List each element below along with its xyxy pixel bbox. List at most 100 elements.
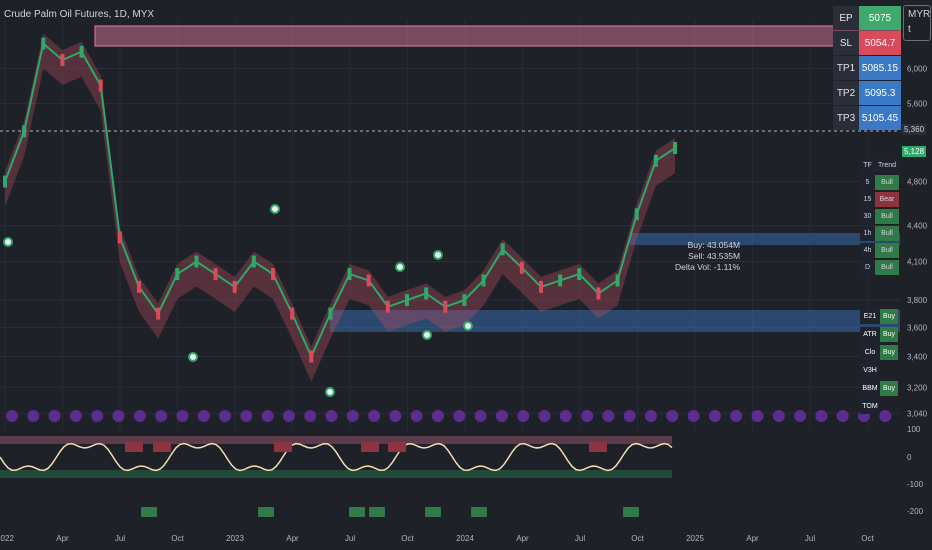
- bull-badge: [369, 507, 385, 517]
- candle: [156, 307, 161, 320]
- y-axis: 6,000 5,600 4,800 4,400 4,100 3,800 3,600 3,400…: [907, 64, 928, 418]
- bull-badge: [349, 507, 365, 517]
- trend-tf: D: [864, 264, 871, 271]
- session-marker: [581, 410, 594, 422]
- candle: [385, 300, 390, 313]
- trend-header-tf: TF: [863, 162, 872, 169]
- trend-table: TF Trend 5 Bull 15 Bear 30 Bull 1h Bull 4h Bul…: [860, 158, 899, 277]
- tp3-key: TP3: [833, 106, 859, 130]
- session-marker: [6, 410, 18, 422]
- trend-value: Bull: [875, 226, 899, 241]
- candle: [424, 287, 429, 300]
- tp3-row: TP3 5105.45: [833, 106, 901, 130]
- candle: [3, 175, 7, 188]
- trend-row: 15 Bear: [860, 192, 899, 207]
- y-tick-label: 3,600: [907, 324, 928, 333]
- x-tick-label: 2025: [686, 534, 704, 543]
- session-marker: [836, 410, 849, 422]
- trend-value: Bear: [875, 192, 899, 207]
- candle: [79, 45, 84, 58]
- session-marker: [48, 410, 61, 422]
- signal-marker: [395, 262, 405, 272]
- trend-value: Bull: [875, 209, 899, 224]
- signal-name: ATR: [860, 327, 880, 342]
- trend-row: 30 Bull: [860, 209, 899, 224]
- trend-header: TF Trend: [860, 158, 899, 173]
- price-line: [4, 41, 676, 359]
- ep-key: EP: [833, 6, 859, 30]
- volume-delta-box: Buy: 43.054M Sell: 43.535M Delta Vol: -1…: [675, 240, 740, 273]
- oscillator-oversold: [0, 470, 672, 478]
- x-tick-label: Apr: [56, 534, 69, 543]
- trend-tf: 5: [865, 179, 870, 186]
- y-tick-label: 5,600: [907, 99, 928, 108]
- x-tick-label: Jul: [805, 534, 815, 543]
- session-marker: [410, 410, 423, 422]
- session-marker: [474, 410, 487, 422]
- session-marker: [751, 410, 764, 422]
- bear-badge: [125, 442, 143, 452]
- y-tick-label: 4,800: [907, 178, 928, 187]
- y-tick-label: 6,000: [907, 64, 928, 73]
- sl-key: SL: [833, 31, 859, 55]
- trend-row: 1h Bull: [860, 226, 899, 241]
- signal-name: E21: [860, 309, 880, 324]
- candle: [41, 37, 46, 50]
- session-marker: [559, 410, 572, 422]
- chart-title: Crude Palm Oil Futures, 1D, MYX: [4, 9, 155, 20]
- trend-tf: 4h: [863, 247, 872, 254]
- osc-tick-label: 0: [907, 453, 912, 462]
- trend-value: Bull: [875, 243, 899, 258]
- session-marker: [27, 410, 40, 422]
- signal-value: Buy: [880, 345, 898, 360]
- tp1-row: TP1 5085.15: [833, 56, 901, 80]
- currency-label: MYR: [908, 9, 931, 20]
- bear-badge: [274, 442, 292, 452]
- candle: [366, 274, 371, 287]
- session-marker: [879, 410, 892, 422]
- candle: [558, 274, 563, 287]
- sl-value: 5054.7: [859, 31, 901, 55]
- session-marker: [112, 410, 125, 422]
- y-tick-label: 4,100: [907, 258, 928, 267]
- candle: [443, 300, 448, 313]
- x-tick-label: Oct: [861, 534, 874, 543]
- candle: [290, 307, 295, 320]
- candle: [481, 274, 486, 287]
- unit-label: t: [908, 24, 911, 35]
- signal-value: Buy: [880, 381, 898, 396]
- tp2-key: TP2: [833, 81, 859, 105]
- last-price-tag: 5,360: [902, 124, 927, 135]
- session-marker: [325, 410, 338, 422]
- session-marker: [368, 410, 381, 422]
- tp2-row: TP2 5095.3: [833, 81, 901, 105]
- entry-target-table: EP 5075 SL 5054.7 TP1 5085.15 TP2 5095.3 TP3…: [833, 6, 901, 131]
- session-marker: [708, 410, 721, 422]
- session-marker: [645, 410, 657, 422]
- signal-name: V3H: [860, 363, 880, 378]
- candle: [615, 274, 620, 287]
- y-tick-label: 3,040: [907, 409, 928, 418]
- candle: [519, 261, 524, 274]
- session-marker: [666, 410, 679, 422]
- delta-volume: Delta Vol: -1.11%: [675, 262, 741, 272]
- x-tick-label: Jul: [575, 534, 585, 543]
- sell-volume: Sell: 43.535M: [688, 251, 741, 261]
- currency-selector[interactable]: MYR t: [903, 5, 931, 41]
- signal-value: Buy: [880, 309, 898, 324]
- bull-badge: [425, 507, 441, 517]
- signal-row: TOM: [860, 399, 898, 414]
- signal-name: TOM: [860, 399, 880, 414]
- session-marker: [389, 410, 402, 422]
- x-tick-label: Jul: [345, 534, 355, 543]
- signal-row: ATR Buy: [860, 327, 898, 342]
- signal-marker: [3, 237, 13, 247]
- session-marker: [538, 410, 551, 422]
- session-marker: [91, 410, 104, 422]
- bull-badge: [141, 507, 157, 517]
- tp1-value: 5085.15: [859, 56, 901, 80]
- signal-row: BBM Buy: [860, 381, 898, 396]
- session-marker: [623, 410, 636, 422]
- candle: [405, 294, 409, 307]
